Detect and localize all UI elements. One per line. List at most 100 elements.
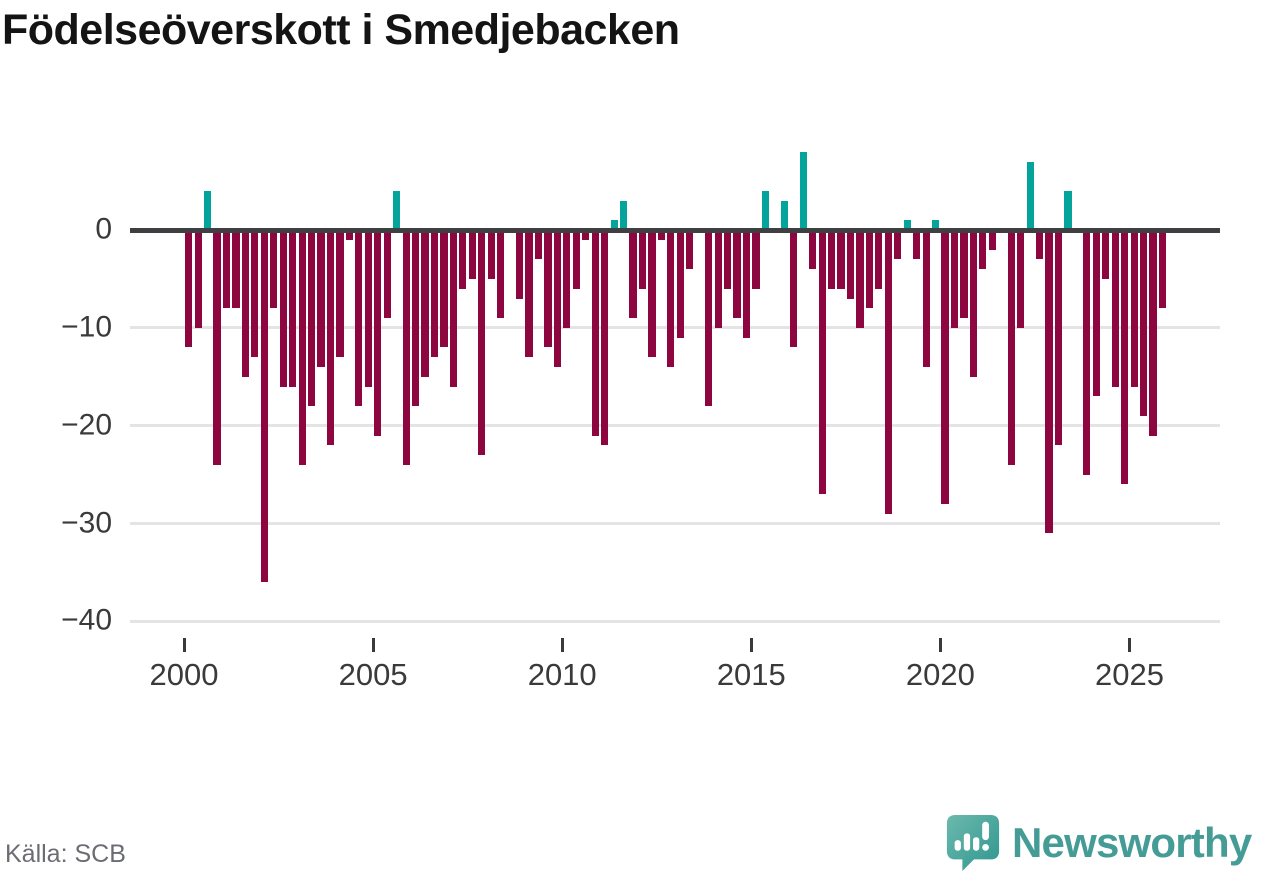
bar	[251, 230, 259, 358]
bar	[705, 230, 713, 407]
bar	[553, 230, 561, 367]
gridline	[130, 326, 1220, 330]
x-tick-mark	[1128, 638, 1131, 652]
bar	[610, 220, 618, 230]
bar	[185, 230, 193, 348]
bar	[913, 230, 921, 260]
bar	[421, 230, 429, 377]
bar	[411, 230, 420, 407]
bar	[203, 190, 212, 230]
bar	[884, 230, 892, 514]
x-tick-mark	[560, 638, 564, 652]
bar	[657, 230, 666, 240]
y-axis-label: −30	[61, 505, 112, 539]
bar	[232, 230, 240, 309]
bar	[1017, 230, 1025, 328]
bar	[1140, 230, 1148, 416]
bar	[440, 230, 448, 348]
bar	[355, 230, 363, 407]
y-axis-label: −40	[61, 603, 112, 637]
y-axis-label: −10	[61, 310, 112, 344]
bar	[478, 230, 486, 456]
bar	[1054, 230, 1063, 446]
bar	[1158, 230, 1167, 309]
bar	[1026, 161, 1034, 230]
bar	[591, 230, 599, 436]
bar	[950, 230, 959, 328]
bar	[515, 230, 524, 299]
bar	[1036, 230, 1044, 260]
x-axis-label: 2010	[527, 657, 597, 692]
bar	[572, 230, 580, 289]
bar	[780, 200, 788, 230]
x-axis-label: 2015	[716, 657, 786, 692]
bar	[374, 230, 382, 436]
bar	[1111, 230, 1119, 387]
x-axis-label: 2020	[905, 657, 975, 692]
x-tick-mark	[182, 638, 186, 652]
bar	[487, 230, 495, 279]
bar	[279, 230, 287, 387]
bar	[393, 190, 401, 230]
bar	[790, 230, 798, 348]
bar	[326, 230, 335, 446]
bar	[307, 230, 316, 407]
newsworthy-logo-icon	[944, 812, 1002, 874]
bar	[289, 230, 297, 387]
bar	[525, 230, 533, 358]
gridline	[130, 619, 1220, 623]
bar	[714, 230, 722, 328]
bar	[213, 230, 221, 465]
x-tick-mark	[749, 638, 753, 652]
bar	[676, 230, 684, 338]
bar	[837, 230, 845, 289]
bar	[809, 230, 817, 270]
bar	[752, 230, 760, 289]
bar	[1121, 230, 1129, 485]
bar	[222, 230, 231, 309]
bar	[241, 230, 249, 377]
bar	[336, 230, 344, 358]
x-axis-label: 2025	[1095, 657, 1164, 692]
source-label: Källa: SCB	[5, 840, 126, 868]
chart-title: Födelseöverskott i Smedjebacken	[2, 6, 680, 54]
bar	[742, 230, 751, 338]
y-axis-label: 0	[95, 212, 112, 246]
bar	[260, 230, 268, 583]
newsworthy-logo[interactable]: Newsworthy	[944, 812, 1252, 874]
bar	[563, 230, 571, 328]
bar	[648, 230, 656, 358]
bar	[1149, 230, 1157, 436]
bar	[317, 230, 325, 367]
x-tick-mark	[371, 638, 375, 652]
bar	[979, 230, 987, 270]
bar	[799, 151, 807, 230]
bar	[194, 230, 202, 328]
bar	[865, 230, 874, 309]
bar	[345, 230, 353, 240]
bar	[686, 230, 694, 270]
gridline	[130, 424, 1220, 428]
bar	[459, 230, 467, 289]
bar	[1092, 230, 1100, 397]
bar	[638, 230, 647, 289]
bar	[723, 230, 732, 289]
bar	[1083, 230, 1091, 475]
bar	[894, 230, 902, 260]
bar	[1064, 190, 1072, 230]
zero-line	[130, 227, 1220, 233]
bar	[544, 230, 552, 348]
bar	[1045, 230, 1053, 534]
bar	[733, 230, 741, 319]
bar	[818, 230, 826, 495]
bar	[761, 190, 770, 230]
bar	[497, 230, 505, 319]
bar	[383, 230, 391, 319]
x-axis-label: 2005	[338, 657, 408, 692]
x-axis-label: 2000	[149, 657, 219, 692]
gridline	[130, 522, 1220, 526]
bar	[1130, 230, 1138, 387]
x-tick-mark	[938, 638, 942, 652]
bar	[846, 230, 855, 299]
